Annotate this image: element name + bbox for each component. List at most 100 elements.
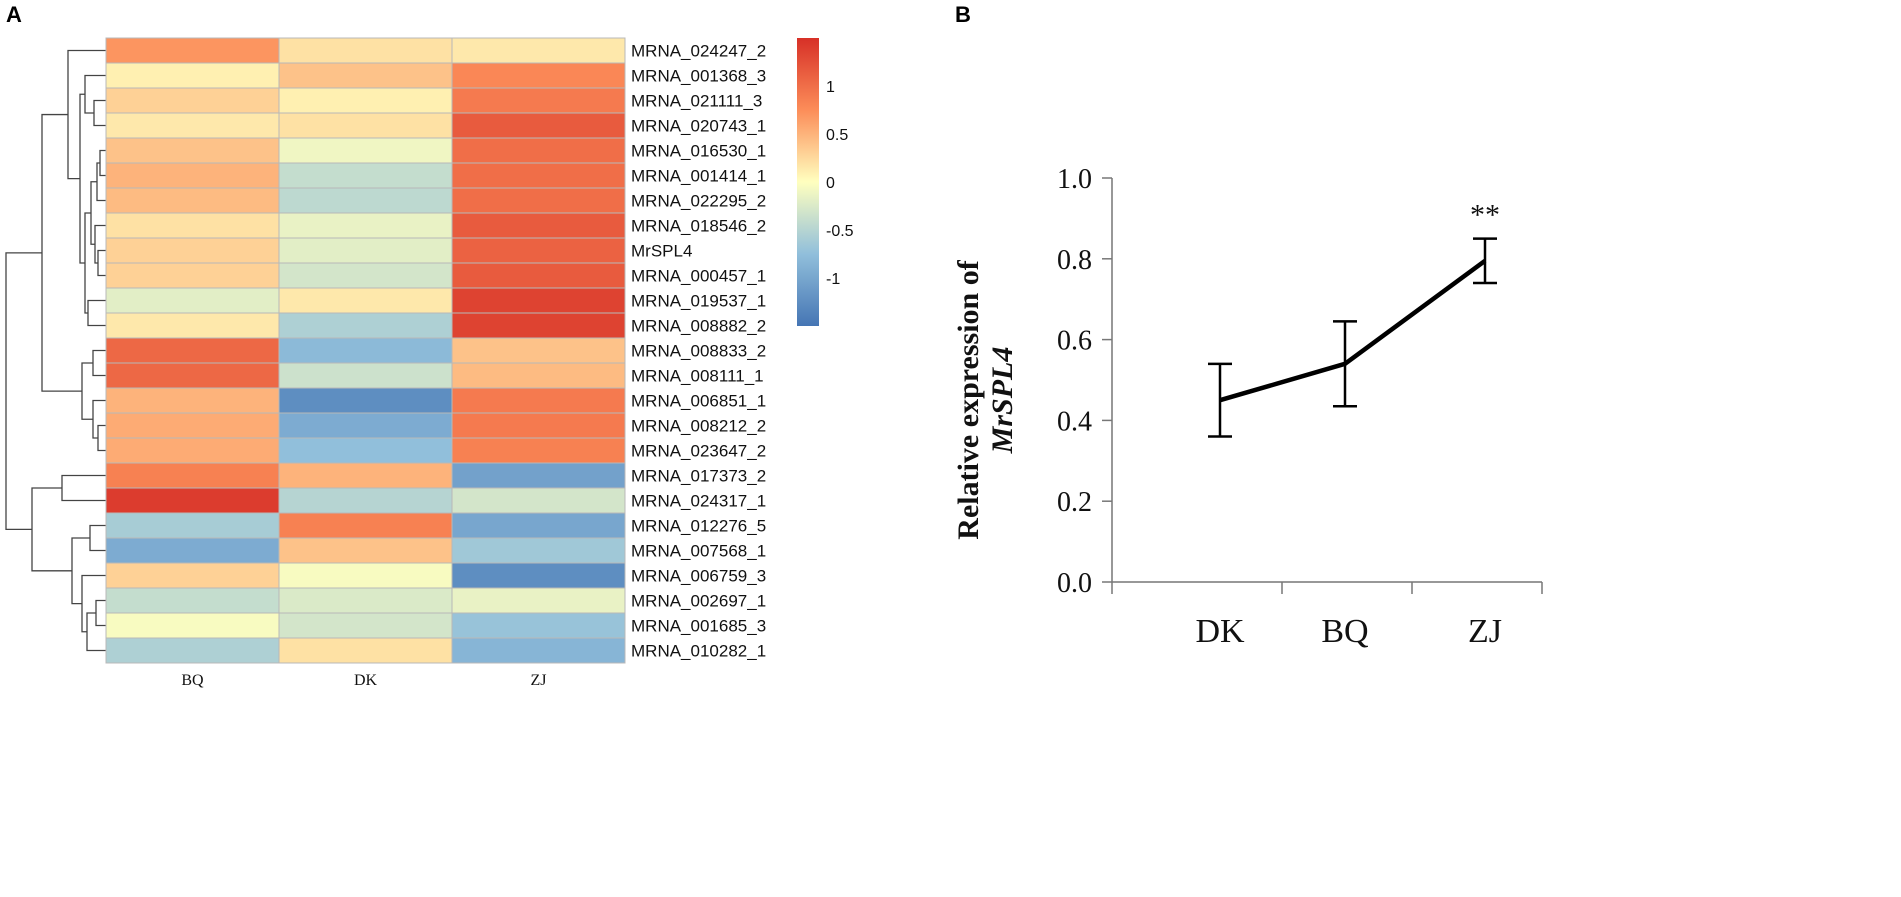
heatmap-cell xyxy=(278,212,453,239)
heatmap-cell xyxy=(105,512,280,539)
heatmap-cell xyxy=(451,437,626,464)
dendrogram-branch xyxy=(92,399,106,439)
heatmap-cell xyxy=(278,87,453,114)
dendrogram-branch xyxy=(93,99,106,127)
heatmap-cell xyxy=(451,462,626,489)
colorbar-tick-label: -0.5 xyxy=(826,223,854,240)
heatmap-cell xyxy=(105,587,280,614)
error-bar xyxy=(1208,362,1232,438)
heatmap-cell xyxy=(105,437,280,464)
heatmap-cell xyxy=(451,162,626,189)
heatmap-cell xyxy=(278,337,453,364)
gene-label: MRNA_008111_1 xyxy=(631,367,764,386)
heatmap-cell xyxy=(278,237,453,264)
gene-label: MRNA_019537_1 xyxy=(631,292,766,311)
heatmap-cell xyxy=(278,512,453,539)
gene-label: MRNA_001685_3 xyxy=(631,617,766,636)
heatmap-cell xyxy=(105,112,280,139)
heatmap-cell xyxy=(278,462,453,489)
gene-label: MRNA_006851_1 xyxy=(631,392,766,411)
heatmap-cell xyxy=(278,387,453,414)
gene-label: MRNA_023647_2 xyxy=(631,442,766,461)
panel-a-label: A xyxy=(6,2,22,27)
dendrogram-branch xyxy=(99,149,106,177)
y-tick-label: 0.4 xyxy=(1057,406,1092,437)
error-bar xyxy=(1473,237,1497,285)
gene-label: MRNA_012276_5 xyxy=(631,517,766,536)
heatmap-cell xyxy=(278,287,453,314)
heatmap-cell xyxy=(105,287,280,314)
heatmap-cell xyxy=(105,62,280,89)
heatmap-cell xyxy=(451,262,626,289)
line-chart-y-ticks: 0.0 0.2 0.4 0.6 0.8 1.0 xyxy=(1057,164,1112,599)
colorbar-tick-label: -1 xyxy=(826,271,840,288)
dendrogram-branch xyxy=(84,212,91,314)
heatmap-cell xyxy=(278,362,453,389)
dendrogram-branch xyxy=(90,181,97,245)
y-label-line-1: Relative expression of xyxy=(952,259,985,539)
gene-label: MRNA_018546_2 xyxy=(631,217,766,236)
heatmap-cell xyxy=(278,412,453,439)
dendrogram-branch xyxy=(96,162,106,202)
heatmap-dendrogram xyxy=(5,49,106,652)
heatmap-cell xyxy=(451,512,626,539)
heatmap-cell xyxy=(451,587,626,614)
gene-label: MRNA_006759_3 xyxy=(631,567,766,586)
dendrogram-branch xyxy=(94,224,106,264)
heatmap-cell xyxy=(105,487,280,514)
dendrogram-branch xyxy=(81,574,106,633)
gene-label: MRNA_024247_2 xyxy=(631,42,766,61)
heatmap-cell xyxy=(105,562,280,589)
heatmap-cell xyxy=(451,387,626,414)
heatmap-cell xyxy=(278,637,453,664)
line-chart-axes xyxy=(1111,178,1542,583)
expression-line xyxy=(1219,259,1487,403)
y-tick-label: 0.0 xyxy=(1057,568,1092,599)
heatmap-cell xyxy=(451,312,626,339)
dendrogram-branch xyxy=(97,424,106,452)
heatmap-cell xyxy=(105,362,280,389)
heatmap-cell xyxy=(451,112,626,139)
heatmap-cell xyxy=(278,562,453,589)
dendrogram-branch xyxy=(79,93,85,264)
heatmap-cells xyxy=(105,37,626,664)
dendrogram-branch xyxy=(92,349,106,377)
heatmap-cell xyxy=(451,137,626,164)
colorbar-tick-label: 0.5 xyxy=(826,127,848,144)
colorbar xyxy=(797,38,819,326)
heatmap-column-labels: BQ DK ZJ xyxy=(181,672,546,689)
heatmap-column-label: ZJ xyxy=(531,672,547,689)
gene-label: MrSPL4 xyxy=(631,242,692,261)
dendrogram-branch xyxy=(89,524,106,552)
colorbar-tick-label: 1 xyxy=(826,79,835,96)
heatmap-cell xyxy=(451,37,626,64)
x-tick-label: BQ xyxy=(1321,613,1368,650)
heatmap-column-label: BQ xyxy=(181,672,204,689)
panel-b-label: B xyxy=(955,2,971,27)
heatmap-cell xyxy=(278,612,453,639)
heatmap-cell xyxy=(105,237,280,264)
significance-marker: ** xyxy=(1470,199,1500,232)
gene-label: MRNA_017373_2 xyxy=(631,467,766,486)
heatmap-cell xyxy=(451,562,626,589)
heatmap-cell xyxy=(451,187,626,214)
dendrogram-branch xyxy=(84,74,106,114)
y-tick-label: 1.0 xyxy=(1057,164,1092,195)
gene-label: MRNA_016530_1 xyxy=(631,142,766,161)
line-chart-x-ticks: DK BQ ZJ xyxy=(1111,582,1543,650)
gene-label: MRNA_001414_1 xyxy=(631,167,766,186)
dendrogram-branch xyxy=(5,252,42,531)
heatmap-cell xyxy=(105,387,280,414)
dendrogram-branch xyxy=(41,113,82,392)
heatmap-cell xyxy=(451,612,626,639)
gene-label: MRNA_021111_3 xyxy=(631,92,762,111)
heatmap-cell xyxy=(105,412,280,439)
heatmap-cell xyxy=(105,87,280,114)
heatmap-cell xyxy=(278,487,453,514)
heatmap-cell xyxy=(278,312,453,339)
heatmap-cell xyxy=(278,187,453,214)
heatmap-cell xyxy=(278,37,453,64)
gene-label: MRNA_020743_1 xyxy=(631,117,766,136)
gene-label: MRNA_007568_1 xyxy=(631,542,766,561)
